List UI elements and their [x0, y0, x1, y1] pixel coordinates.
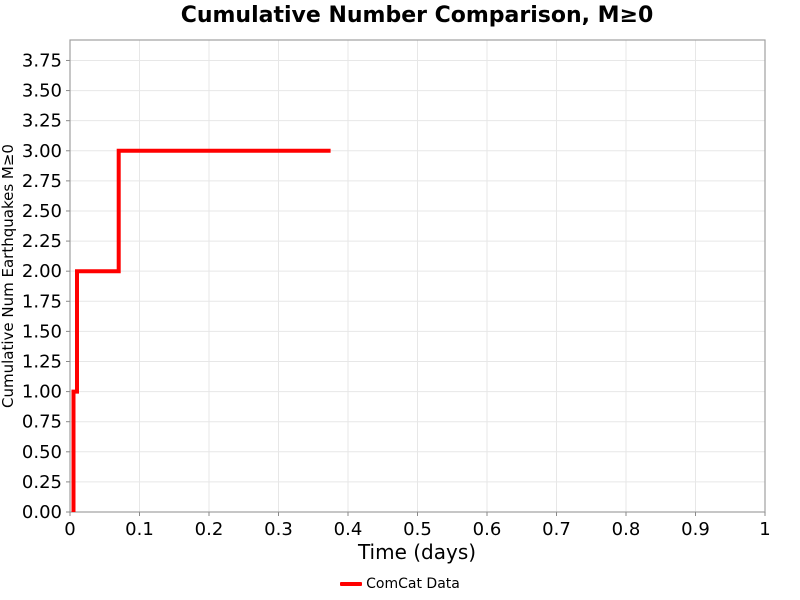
legend: ComCat Data [0, 573, 800, 595]
y-tick-label: 0.00 [22, 502, 62, 523]
x-tick-label: 0.5 [403, 519, 432, 540]
y-tick-label: 3.75 [22, 50, 62, 71]
x-tick-label: 0.7 [542, 519, 571, 540]
y-tick-label: 3.00 [22, 141, 62, 162]
x-tick-label: 0.9 [681, 519, 710, 540]
x-axis-label: Time (days) [357, 540, 477, 564]
y-tick-label: 2.00 [22, 261, 62, 282]
chart-title: Cumulative Number Comparison, M≥0 [180, 3, 654, 28]
legend-line-swatch [340, 582, 363, 586]
x-tick-label: 0.3 [264, 519, 293, 540]
y-tick-label: 0.25 [22, 472, 62, 493]
legend-label: ComCat Data [366, 576, 460, 592]
y-tick-label: 2.75 [22, 171, 62, 192]
x-tick-label: 1 [759, 519, 770, 540]
y-tick-label: 3.50 [22, 81, 62, 102]
x-tick-label: 0.1 [125, 519, 154, 540]
x-tick-label: 0.8 [612, 519, 641, 540]
y-tick-label: 3.25 [22, 111, 62, 132]
y-tick-label: 0.75 [22, 412, 62, 433]
x-tick-label: 0.4 [334, 519, 363, 540]
y-tick-label: 1.00 [22, 382, 62, 403]
y-tick-label: 2.25 [22, 231, 62, 252]
x-tick-label: 0 [64, 519, 75, 540]
y-tick-label: 1.25 [22, 351, 62, 372]
comcat-step-line [71, 148, 331, 512]
x-tick-label: 0.2 [195, 519, 224, 540]
y-tick-label: 0.50 [22, 442, 62, 463]
x-tick-label: 0.6 [473, 519, 502, 540]
y-tick-label: 2.50 [22, 201, 62, 222]
y-tick-label: 1.50 [22, 321, 62, 342]
y-tick-label: 1.75 [22, 291, 62, 312]
